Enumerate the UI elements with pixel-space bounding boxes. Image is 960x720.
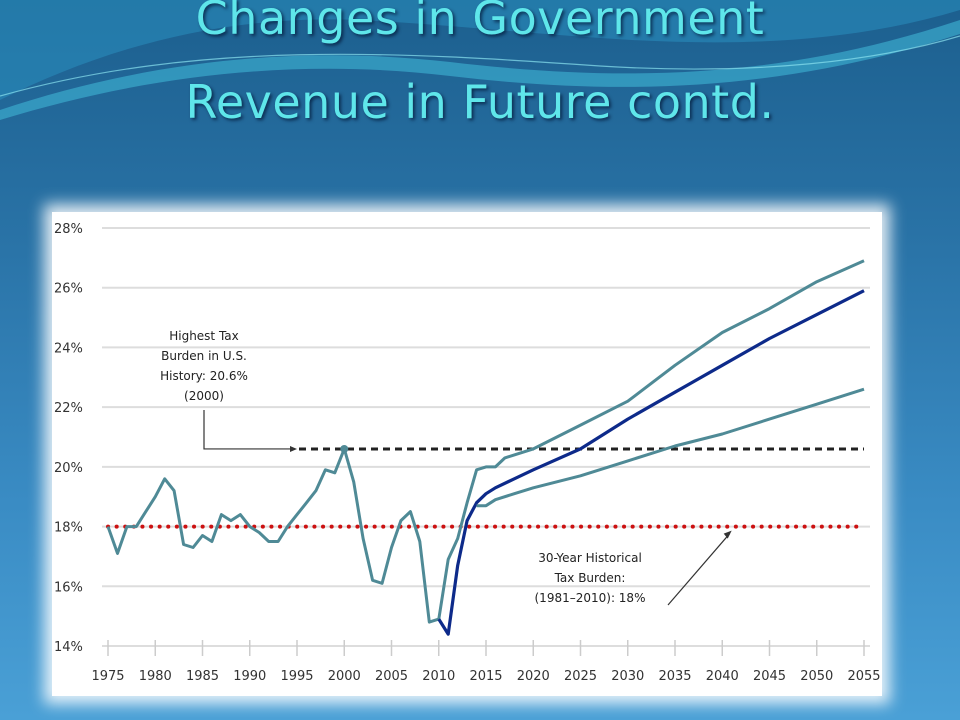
annotations: Highest Tax Burden in U.S. History: 20.6% (… <box>160 329 732 606</box>
x-tick-label: 1995 <box>280 669 313 684</box>
x-tick-label: 1985 <box>186 669 219 684</box>
slide-title-line2: Revenue in Future contd. <box>185 75 775 129</box>
x-tick-label: 2005 <box>375 669 408 684</box>
slide-title-line1: Changes in Government <box>195 0 765 45</box>
x-tick-label: 1980 <box>139 669 172 684</box>
series-lines <box>106 259 865 636</box>
chart-card: 14% 16% 18% 20% 22% 24% 26% 28% 1975 1980 1985 199… <box>52 212 882 696</box>
y-tick-label: 18% <box>54 521 83 536</box>
annotation-average-text: 30-Year Historical <box>538 551 642 565</box>
historical-line <box>106 447 440 624</box>
x-tick-label: 2015 <box>469 669 502 684</box>
y-tick-label: 22% <box>54 401 83 416</box>
grid-lines <box>102 227 870 647</box>
x-tick-label: 2045 <box>753 669 786 684</box>
annotation-highest-text: Highest Tax <box>169 329 239 343</box>
annotation-highest-text: Burden in U.S. <box>161 349 247 363</box>
tax-burden-chart: 14% 16% 18% 20% 22% 24% 26% 28% 1975 1980 1985 199… <box>54 222 881 684</box>
projection-upper-line <box>437 259 865 620</box>
x-axis: 1975 1980 1985 1990 1995 2000 2005 2010 2015 2020… <box>91 640 881 684</box>
x-tick-label: 2050 <box>800 669 833 684</box>
x-tick-label: 2035 <box>658 669 691 684</box>
y-tick-label: 14% <box>54 640 83 655</box>
arrowhead <box>723 530 732 539</box>
annotation-highest-arrow <box>203 410 291 450</box>
x-tick-label: 1990 <box>233 669 266 684</box>
x-tick-label: 2040 <box>706 669 739 684</box>
arrowhead <box>290 445 297 452</box>
x-tick-label: 2025 <box>564 669 597 684</box>
x-tick-label: 2010 <box>422 669 455 684</box>
projection-lower-line <box>476 387 865 508</box>
projection-central-line <box>437 289 865 636</box>
y-tick-label: 24% <box>54 341 83 356</box>
y-tick-label: 16% <box>54 580 83 595</box>
x-tick-label: 2055 <box>847 669 880 684</box>
annotation-highest-text: (2000) <box>184 389 224 403</box>
annotation-average-text: Tax Burden: <box>554 571 626 585</box>
y-tick-label: 20% <box>54 461 83 476</box>
annotation-average-arrow <box>667 533 731 606</box>
peak-marker <box>340 444 349 453</box>
x-tick-label: 2000 <box>328 669 361 684</box>
annotation-highest-text: History: 20.6% <box>160 369 248 383</box>
x-tick-label: 2020 <box>517 669 550 684</box>
y-tick-label: 26% <box>54 282 83 297</box>
annotation-average-text: (1981–2010): 18% <box>535 591 646 605</box>
y-axis: 14% 16% 18% 20% 22% 24% 26% 28% <box>54 222 83 655</box>
background-wave <box>0 0 960 120</box>
x-tick-label: 2030 <box>611 669 644 684</box>
y-tick-label: 28% <box>54 222 83 237</box>
x-tick-label: 1975 <box>91 669 124 684</box>
